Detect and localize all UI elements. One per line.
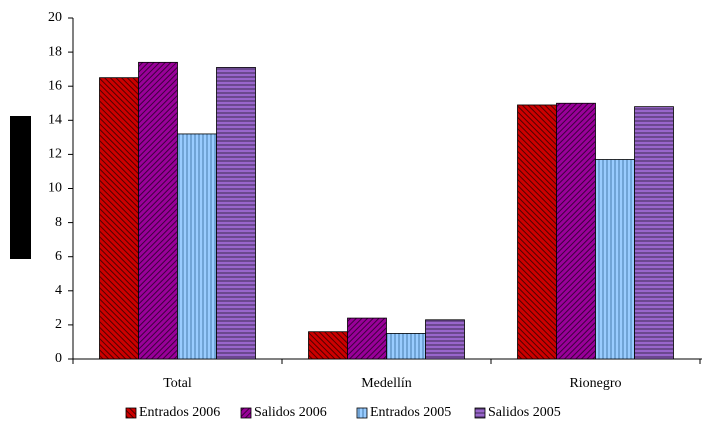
y-tick-label: 18 — [48, 44, 62, 59]
y-tick-label: 14 — [48, 113, 62, 128]
y-tick-label: 8 — [55, 215, 62, 230]
y-tick-label: 20 — [48, 10, 62, 25]
y-tick-label: 4 — [55, 283, 62, 298]
legend-label: Entrados 2005 — [370, 405, 451, 420]
y-tick-label: 2 — [55, 317, 62, 332]
y-tick-label: 6 — [55, 249, 62, 264]
bar — [347, 317, 387, 360]
legend-label: Salidos 2005 — [488, 405, 561, 420]
y-tick-label: 0 — [55, 351, 62, 366]
legend-swatch — [125, 407, 137, 419]
bar — [556, 102, 596, 360]
bar — [99, 77, 139, 360]
legend-swatch — [240, 407, 252, 419]
bar — [216, 67, 256, 360]
bar — [138, 61, 178, 360]
legend-label: Salidos 2006 — [254, 405, 327, 420]
legend-swatch — [474, 407, 486, 419]
bar — [425, 319, 465, 360]
x-tick-label: Medellín — [361, 376, 412, 391]
legend-swatch — [356, 407, 368, 419]
legend-label: Entrados 2006 — [139, 405, 220, 420]
x-tick-label: Rionegro — [569, 376, 621, 391]
bar — [517, 104, 557, 360]
y-tick-label: 16 — [48, 78, 62, 93]
y-tick-label: 10 — [48, 181, 62, 196]
bar — [308, 331, 348, 360]
bar — [386, 333, 426, 360]
bar — [595, 159, 635, 360]
bar — [634, 106, 674, 360]
y-tick-label: 12 — [48, 147, 62, 162]
redacted-axis-label — [10, 116, 31, 259]
x-tick-label: Total — [163, 376, 192, 391]
bar — [177, 133, 217, 360]
